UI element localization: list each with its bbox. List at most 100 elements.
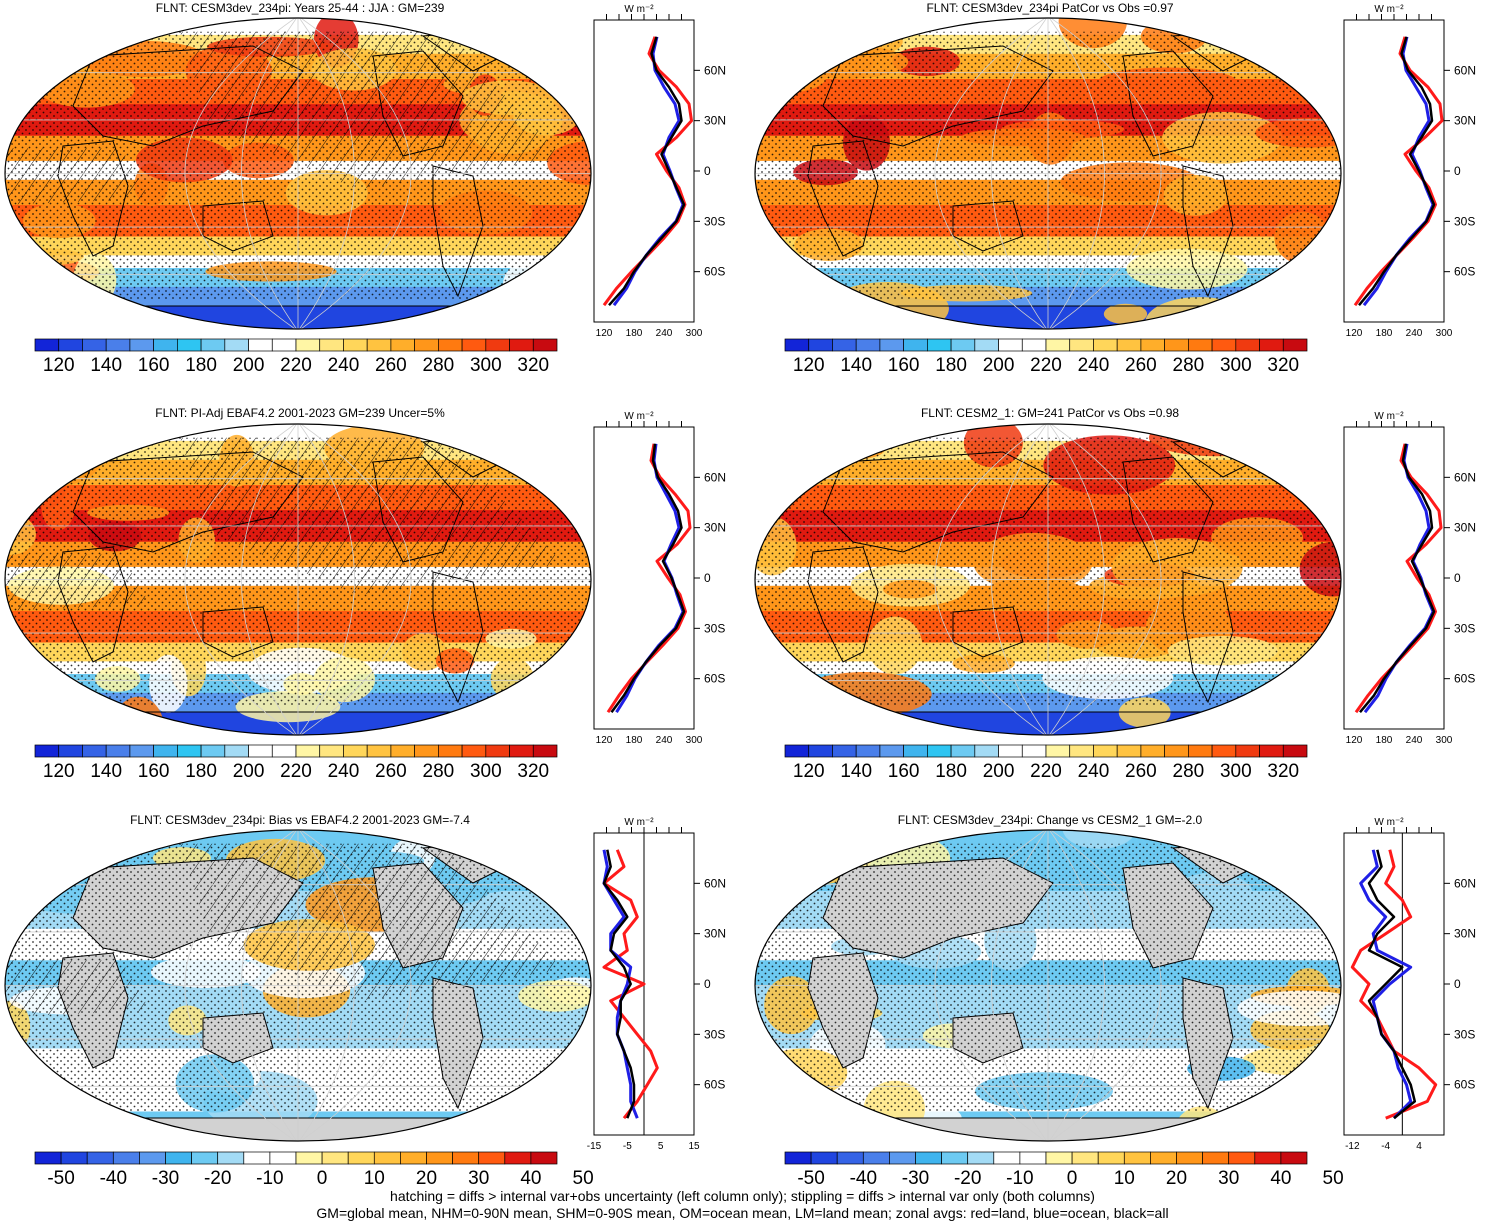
map-border bbox=[4, 17, 592, 330]
panel-title: FLNT: CESM3dev_234pi PatCor vs Obs =0.97 bbox=[926, 1, 1174, 15]
colorbar-tick-label: 240 bbox=[1078, 761, 1110, 782]
colorbar-tick-label: 160 bbox=[138, 761, 170, 782]
map-field bbox=[755, 18, 1341, 329]
colorbar-swatch bbox=[903, 338, 928, 352]
colorbar-swatch bbox=[1150, 1151, 1177, 1165]
colorbar-swatch bbox=[889, 1151, 916, 1165]
colorbar-swatch bbox=[836, 1151, 864, 1165]
latitude-tick-label: 30S bbox=[704, 214, 725, 228]
zonal-x-tick-label: 180 bbox=[626, 735, 643, 746]
colorbar-tick-label: 180 bbox=[185, 761, 217, 782]
colorbar-tick-label: 300 bbox=[1220, 761, 1252, 782]
colorbar-swatch bbox=[1097, 1151, 1125, 1165]
colorbar-tick-label: 180 bbox=[935, 761, 967, 782]
colorbar-swatch bbox=[373, 1151, 401, 1165]
zonal-line-ocean bbox=[612, 36, 685, 307]
zonal-x-tick-label: 240 bbox=[656, 328, 673, 339]
colorbar-swatch bbox=[855, 744, 881, 758]
map-plot bbox=[4, 17, 592, 330]
map-field bbox=[5, 424, 591, 735]
colorbar-tick-label: -30 bbox=[152, 1168, 179, 1189]
zonal-x-tick-label: 180 bbox=[626, 328, 643, 339]
zonal-frame bbox=[1343, 832, 1445, 1136]
colorbar-swatch bbox=[177, 338, 202, 352]
colorbar-swatch bbox=[86, 1151, 114, 1165]
colorbar-swatch bbox=[390, 744, 415, 758]
colorbar-swatch bbox=[153, 338, 178, 352]
colorbar-swatch bbox=[1093, 744, 1118, 758]
latitude-tick-label: 30S bbox=[704, 1027, 725, 1041]
colorbar-swatch bbox=[58, 338, 83, 352]
colorbar-swatch bbox=[414, 338, 439, 352]
colorbar-tick-label: 160 bbox=[888, 355, 920, 376]
colorbar-tick-label: 120 bbox=[43, 355, 75, 376]
zonal-line-all bbox=[610, 443, 686, 713]
zonal-frame bbox=[1343, 426, 1445, 730]
zonal-line-ocean bbox=[615, 443, 685, 713]
latitude-tick-label: 30S bbox=[704, 621, 725, 635]
colorbar-tick-label: -20 bbox=[954, 1168, 981, 1189]
zonal-units-label: W m⁻² bbox=[1374, 411, 1404, 422]
colorbar-swatch bbox=[1093, 338, 1118, 352]
map-field bbox=[755, 830, 1341, 1141]
latitude-tick-label: 60N bbox=[1454, 63, 1476, 77]
latitude-tick-label: 0 bbox=[704, 164, 711, 178]
zonal-x-tick-label: 120 bbox=[1346, 735, 1363, 746]
latitude-tick-label: 0 bbox=[1454, 977, 1461, 991]
latitude-tick-label: 30N bbox=[1454, 114, 1476, 128]
colorbar-swatch bbox=[810, 1151, 838, 1165]
colorbar-swatch bbox=[139, 1151, 166, 1165]
zonal-line-land bbox=[1350, 849, 1438, 1120]
colorbar-swatch bbox=[1259, 744, 1284, 758]
colorbar-swatch bbox=[808, 338, 833, 352]
colorbar-swatch bbox=[903, 744, 928, 758]
colorbar-swatch bbox=[319, 338, 344, 352]
colorbar-swatch bbox=[1254, 1151, 1282, 1165]
colorbar-swatch bbox=[941, 1151, 969, 1165]
colorbar-swatch bbox=[1021, 338, 1047, 352]
colorbar-tick-label: 20 bbox=[416, 1168, 437, 1189]
colorbar-swatch bbox=[1202, 1151, 1230, 1165]
colorbar-tick-label: 10 bbox=[1114, 1168, 1135, 1189]
colorbar-swatch bbox=[200, 744, 226, 758]
map-plot bbox=[4, 423, 592, 736]
latitude-tick-label: 60N bbox=[1454, 876, 1476, 890]
colorbar-swatch bbox=[60, 1151, 88, 1165]
footer-line-1: hatching = diffs > internal var+obs unce… bbox=[390, 1188, 1095, 1204]
colorbar-swatch bbox=[224, 744, 249, 758]
colorbar-swatch bbox=[438, 744, 463, 758]
colorbar-swatch bbox=[879, 338, 904, 352]
colorbar-swatch bbox=[915, 1151, 942, 1165]
colorbar-swatch bbox=[784, 744, 810, 758]
colorbar-swatch bbox=[129, 744, 154, 758]
zonal-x-tick-label: 120 bbox=[1346, 328, 1363, 339]
colorbar-swatch bbox=[1188, 338, 1213, 352]
zonal-units-label: W m⁻² bbox=[1374, 817, 1404, 828]
colorbar-swatch bbox=[129, 338, 154, 352]
colorbar-swatch bbox=[105, 744, 131, 758]
zonal-line-all bbox=[1359, 443, 1436, 714]
colorbar-swatch bbox=[784, 1151, 812, 1165]
colorbar-tick-label: 240 bbox=[1078, 355, 1110, 376]
colorbar-tick-label: 320 bbox=[517, 761, 549, 782]
colorbar-swatch bbox=[366, 744, 392, 758]
zonal-frame bbox=[1343, 19, 1445, 323]
colorbar-swatch bbox=[974, 744, 999, 758]
colorbar: -50 -40 -30 -20 -10 0 10 20 30 40 50 bbox=[34, 1151, 594, 1189]
map-plot bbox=[754, 17, 1342, 330]
colorbar-swatch bbox=[1235, 744, 1260, 758]
colorbar-tick-label: 140 bbox=[840, 355, 872, 376]
colorbar-swatch bbox=[1069, 744, 1094, 758]
colorbar-swatch bbox=[530, 1151, 558, 1165]
colorbar-swatch bbox=[248, 338, 273, 352]
colorbar-swatch bbox=[461, 744, 487, 758]
colorbar-swatch bbox=[478, 1151, 506, 1165]
colorbar-swatch bbox=[993, 1151, 1021, 1165]
zonal-mean-plot: W m⁻² 60N 30N 0 30S 60S -12 -4 4 bbox=[1343, 817, 1476, 1152]
colorbar-tick-label: -10 bbox=[256, 1168, 283, 1189]
zonal-x-tick-label: 180 bbox=[1376, 735, 1393, 746]
latitude-tick-label: 60N bbox=[704, 63, 726, 77]
footer-line-2: GM=global mean, NHM=0-90N mean, SHM=0-90… bbox=[316, 1205, 1169, 1221]
colorbar-swatch bbox=[1071, 1151, 1099, 1165]
zonal-units-label: W m⁻² bbox=[624, 817, 654, 828]
